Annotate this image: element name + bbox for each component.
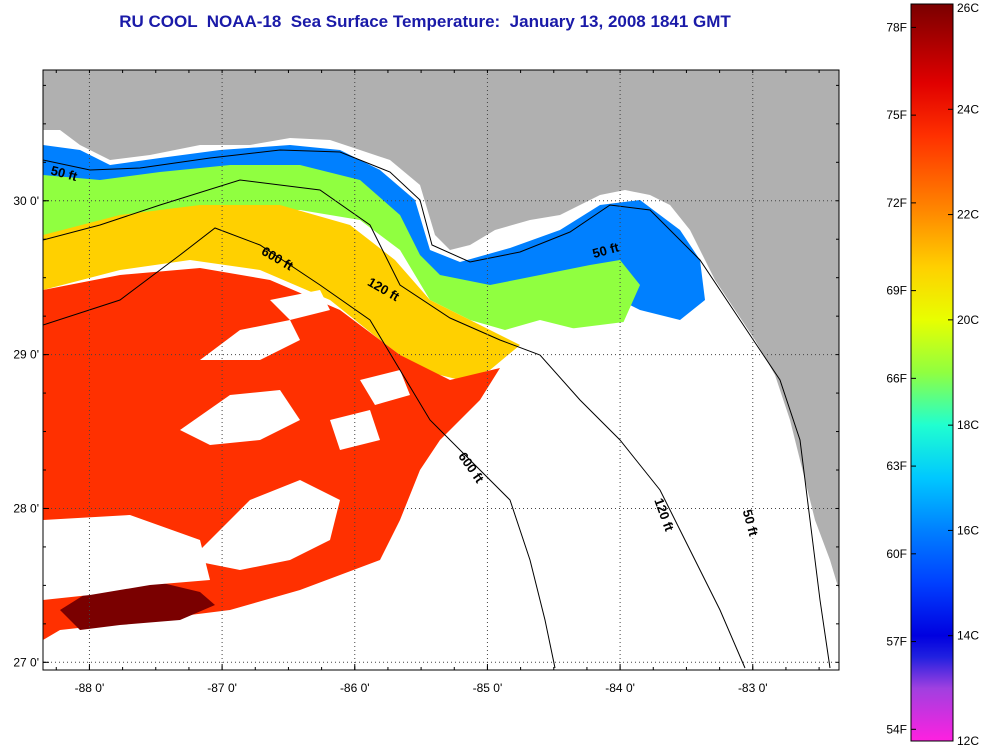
contour-label: 50 ft bbox=[740, 508, 762, 538]
longitude-axis: -88 0' -87 0' -86 0' -85 0' -84 0' -83 0' bbox=[75, 681, 768, 695]
colorbar-c-label: 18C bbox=[957, 418, 979, 432]
map-border bbox=[42, 69, 840, 671]
map-layers bbox=[43, 70, 839, 670]
lon-tick-label: -86 0' bbox=[340, 681, 370, 695]
colorbar-f-label: 75F bbox=[886, 108, 907, 122]
lon-tick-label: -85 0' bbox=[473, 681, 503, 695]
contour-label: 50 ft bbox=[591, 239, 621, 261]
lat-tick-label: 28 0' bbox=[13, 501, 39, 515]
colorbar-celsius-labels: 26C 24C 22C 20C 18C 16C 14C 12C bbox=[948, 1, 979, 748]
contour-label: 50 ft bbox=[49, 163, 79, 185]
sst-yellow-band bbox=[43, 205, 520, 380]
lat-tick-label: 30 0' bbox=[13, 194, 39, 208]
colorbar-f-label: 69F bbox=[886, 284, 907, 298]
colorbar-f-label: 63F bbox=[886, 459, 907, 473]
map-grid bbox=[43, 70, 839, 670]
colorbar-c-label: 16C bbox=[957, 523, 979, 537]
lon-tick-label: -87 0' bbox=[207, 681, 237, 695]
colorbar-fahrenheit-labels: 78F 75F 72F 69F 66F 63F 60F 57F 54F bbox=[886, 20, 916, 736]
map-title: RU COOL NOAA-18 Sea Surface Temperature:… bbox=[119, 12, 731, 31]
colorbar-c-label: 22C bbox=[957, 208, 979, 222]
cloud-patches bbox=[43, 290, 800, 670]
contour-120ft bbox=[43, 179, 746, 669]
colorbar-c-label: 12C bbox=[957, 734, 979, 748]
colorbar-f-label: 66F bbox=[886, 371, 907, 385]
colorbar-f-label: 72F bbox=[886, 196, 907, 210]
colorbar-c-label: 26C bbox=[957, 1, 979, 15]
colorbar-f-label: 60F bbox=[886, 547, 907, 561]
colorbar-f-label: 78F bbox=[886, 20, 907, 34]
latitude-axis: 30 0' 29 0' 28 0' 27 0' bbox=[13, 194, 39, 670]
contour-50ft bbox=[43, 149, 831, 669]
colorbar-c-label: 20C bbox=[957, 313, 979, 327]
lat-tick-label: 29 0' bbox=[13, 348, 39, 362]
depth-contours bbox=[43, 149, 831, 669]
lat-tick-label: 27 0' bbox=[13, 655, 39, 669]
colorbar-f-label: 54F bbox=[886, 722, 907, 736]
land-north bbox=[43, 70, 839, 590]
colorbar-scale bbox=[910, 3, 954, 742]
colorbar-c-label: 24C bbox=[957, 102, 979, 116]
colorbar-f-label: 57F bbox=[886, 635, 907, 649]
lon-tick-label: -83 0' bbox=[738, 681, 768, 695]
contour-600ft bbox=[43, 227, 556, 669]
colorbar-c-label: 14C bbox=[957, 629, 979, 643]
lon-tick-label: -84 0' bbox=[605, 681, 635, 695]
colorbar: 78F 75F 72F 69F 66F 63F 60F 57F 54F 26C 24C 22C 20C… bbox=[886, 1, 979, 748]
lon-tick-label: -88 0' bbox=[75, 681, 105, 695]
